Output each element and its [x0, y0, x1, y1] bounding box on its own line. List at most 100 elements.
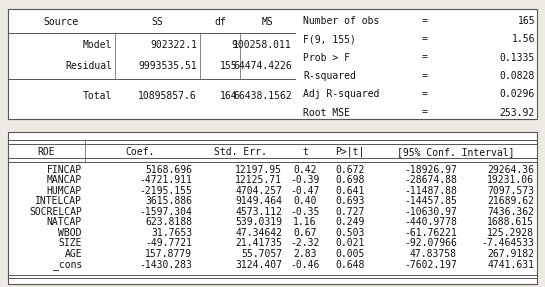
- Text: -1430.283: -1430.283: [139, 259, 192, 269]
- Text: 902322.1: 902322.1: [150, 40, 197, 50]
- Text: 539.0319: 539.0319: [235, 218, 282, 227]
- Text: Adj R-squared: Adj R-squared: [303, 89, 379, 99]
- Text: 157.8779: 157.8779: [145, 249, 192, 259]
- Text: -14457.85: -14457.85: [404, 196, 457, 206]
- Text: HUMCAP: HUMCAP: [47, 186, 82, 196]
- Text: _cons: _cons: [53, 259, 82, 269]
- Text: 4741.631: 4741.631: [487, 259, 534, 269]
- Text: -440.9778: -440.9778: [404, 218, 457, 227]
- Text: 66438.1562: 66438.1562: [233, 91, 292, 101]
- Text: 164: 164: [220, 91, 237, 101]
- Text: -1597.304: -1597.304: [139, 207, 192, 217]
- Text: INTELCAP: INTELCAP: [35, 196, 82, 206]
- Text: 125.2928: 125.2928: [487, 228, 534, 238]
- Text: FINCAP: FINCAP: [47, 165, 82, 175]
- Text: [95% Conf. Interval]: [95% Conf. Interval]: [397, 147, 514, 157]
- Text: 165: 165: [517, 16, 535, 26]
- Text: -61.76221: -61.76221: [404, 228, 457, 238]
- Text: 0.0296: 0.0296: [500, 89, 535, 99]
- Text: t: t: [302, 147, 308, 157]
- Text: 0.021: 0.021: [335, 238, 365, 249]
- Text: 0.0828: 0.0828: [500, 71, 535, 81]
- Text: -10630.97: -10630.97: [404, 207, 457, 217]
- Text: Total: Total: [83, 91, 112, 101]
- Text: -2195.155: -2195.155: [139, 186, 192, 196]
- Text: SS: SS: [152, 17, 164, 27]
- Text: 64474.4226: 64474.4226: [233, 61, 292, 71]
- Text: 5168.696: 5168.696: [145, 165, 192, 175]
- Text: MS: MS: [262, 17, 274, 27]
- Text: Number of obs: Number of obs: [303, 16, 379, 26]
- Text: 29264.36: 29264.36: [487, 165, 534, 175]
- Text: 3124.407: 3124.407: [235, 259, 282, 269]
- Text: 0.698: 0.698: [335, 175, 365, 185]
- Text: 55.7057: 55.7057: [241, 249, 282, 259]
- Text: 100258.011: 100258.011: [233, 40, 292, 50]
- Text: 2.83: 2.83: [293, 249, 317, 259]
- Text: 4704.257: 4704.257: [235, 186, 282, 196]
- Text: 0.67: 0.67: [293, 228, 317, 238]
- Text: 4573.112: 4573.112: [235, 207, 282, 217]
- Text: F(9, 155): F(9, 155): [303, 34, 356, 44]
- Text: 0.672: 0.672: [335, 165, 365, 175]
- Text: Residual: Residual: [65, 61, 112, 71]
- Text: P>|t|: P>|t|: [335, 147, 365, 157]
- Text: 10895857.6: 10895857.6: [138, 91, 197, 101]
- Text: AGE: AGE: [64, 249, 82, 259]
- FancyBboxPatch shape: [8, 9, 537, 119]
- Text: 0.1335: 0.1335: [500, 53, 535, 63]
- Text: 12125.71: 12125.71: [235, 175, 282, 185]
- Text: -92.07966: -92.07966: [404, 238, 457, 249]
- Text: -0.47: -0.47: [290, 186, 320, 196]
- Text: 21689.62: 21689.62: [487, 196, 534, 206]
- Text: SOCRELCAP: SOCRELCAP: [29, 207, 82, 217]
- Text: -7.464533: -7.464533: [481, 238, 534, 249]
- Text: ROE: ROE: [38, 147, 55, 157]
- Text: MANCAP: MANCAP: [47, 175, 82, 185]
- Text: 0.693: 0.693: [335, 196, 365, 206]
- Text: -11487.88: -11487.88: [404, 186, 457, 196]
- Text: 0.503: 0.503: [335, 228, 365, 238]
- Text: -28674.88: -28674.88: [404, 175, 457, 185]
- Text: =: =: [422, 53, 428, 63]
- Text: 0.648: 0.648: [335, 259, 365, 269]
- Text: 47.83758: 47.83758: [410, 249, 457, 259]
- Text: 7097.573: 7097.573: [487, 186, 534, 196]
- Text: -7602.197: -7602.197: [404, 259, 457, 269]
- Text: -4721.911: -4721.911: [139, 175, 192, 185]
- Text: 19231.06: 19231.06: [487, 175, 534, 185]
- Text: -0.35: -0.35: [290, 207, 320, 217]
- Text: 9: 9: [231, 40, 237, 50]
- Text: Root MSE: Root MSE: [303, 108, 350, 118]
- Text: 1688.615: 1688.615: [487, 218, 534, 227]
- Text: 0.249: 0.249: [335, 218, 365, 227]
- Text: 0.42: 0.42: [293, 165, 317, 175]
- Text: SIZE: SIZE: [58, 238, 82, 249]
- Text: 7436.362: 7436.362: [487, 207, 534, 217]
- Text: df: df: [214, 17, 226, 27]
- Text: =: =: [422, 34, 428, 44]
- Text: Prob > F: Prob > F: [303, 53, 350, 63]
- Text: =: =: [422, 71, 428, 81]
- FancyBboxPatch shape: [8, 132, 537, 284]
- Text: WBOD: WBOD: [58, 228, 82, 238]
- Text: 31.7653: 31.7653: [151, 228, 192, 238]
- Text: -0.46: -0.46: [290, 259, 320, 269]
- Text: 21.41735: 21.41735: [235, 238, 282, 249]
- Text: 623.8188: 623.8188: [145, 218, 192, 227]
- Text: 12197.95: 12197.95: [235, 165, 282, 175]
- Text: Std. Err.: Std. Err.: [214, 147, 267, 157]
- Text: 267.9182: 267.9182: [487, 249, 534, 259]
- Text: 1.16: 1.16: [293, 218, 317, 227]
- Text: Coef.: Coef.: [125, 147, 155, 157]
- Text: 9149.464: 9149.464: [235, 196, 282, 206]
- Text: 0.40: 0.40: [293, 196, 317, 206]
- Text: 155: 155: [220, 61, 237, 71]
- Text: -18926.97: -18926.97: [404, 165, 457, 175]
- Text: NATCAP: NATCAP: [47, 218, 82, 227]
- Text: 1.56: 1.56: [512, 34, 535, 44]
- Text: 253.92: 253.92: [500, 108, 535, 118]
- Text: Source: Source: [44, 17, 79, 27]
- Text: -49.7721: -49.7721: [145, 238, 192, 249]
- Text: -2.32: -2.32: [290, 238, 320, 249]
